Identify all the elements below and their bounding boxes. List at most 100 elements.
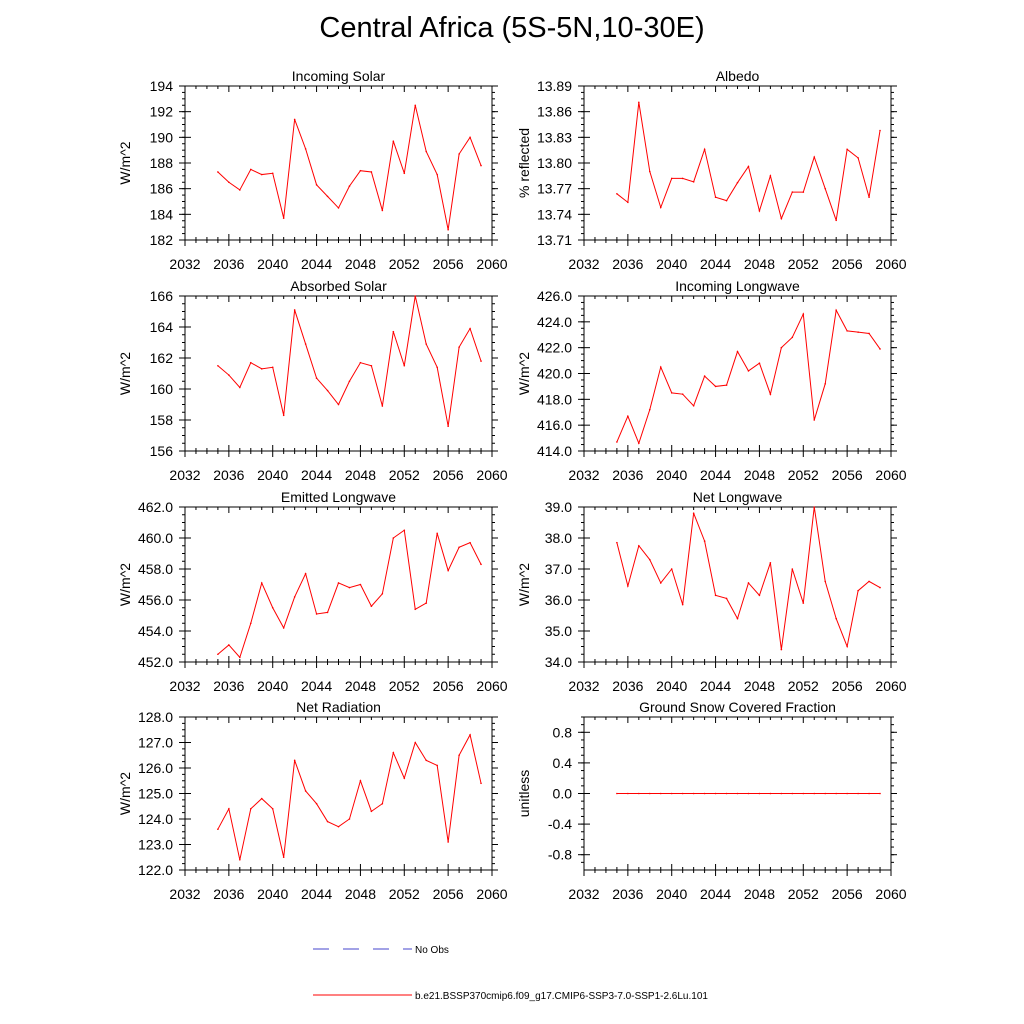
x-tick-label: 2052	[788, 886, 819, 902]
data-point	[681, 792, 684, 795]
data-point	[813, 419, 816, 421]
data-point	[326, 820, 329, 823]
data-point	[802, 191, 805, 193]
x-tick-label: 2052	[389, 678, 420, 694]
data-point	[425, 150, 428, 153]
y-tick-label: 416.0	[537, 417, 572, 433]
x-tick-label: 2056	[433, 256, 464, 272]
data-point	[469, 327, 471, 330]
data-point	[414, 608, 417, 611]
y-axis-label: W/m^2	[117, 352, 133, 395]
data-point	[392, 140, 395, 142]
data-point	[813, 156, 816, 158]
data-point	[780, 217, 783, 220]
data-point	[337, 582, 340, 584]
data-point	[217, 364, 219, 367]
data-point	[703, 792, 706, 795]
data-point	[824, 383, 827, 385]
x-tick-label: 2036	[213, 886, 244, 902]
data-point	[857, 792, 859, 795]
data-point	[315, 613, 318, 615]
data-point	[638, 792, 640, 795]
data-point	[857, 331, 859, 333]
data-point	[282, 627, 285, 629]
x-tick-label: 2032	[568, 256, 599, 272]
data-point	[616, 792, 618, 795]
series-line	[217, 105, 482, 230]
data-point	[359, 361, 362, 364]
data-point	[337, 207, 340, 209]
data-point	[736, 181, 739, 184]
data-point	[436, 366, 438, 369]
data-point	[228, 374, 230, 376]
data-point	[458, 153, 460, 155]
data-point	[802, 792, 805, 795]
x-tick-label: 2056	[832, 678, 863, 694]
data-point	[315, 184, 318, 186]
x-tick-label: 2032	[568, 678, 599, 694]
y-tick-label: 188	[150, 155, 174, 171]
data-point	[703, 148, 706, 151]
y-tick-label: 37.0	[545, 561, 572, 577]
x-tick-label: 2036	[612, 256, 643, 272]
data-point	[747, 582, 750, 584]
data-point	[616, 193, 618, 195]
x-tick-label: 2052	[788, 467, 819, 483]
data-point	[326, 195, 329, 198]
panel-title: Emitted Longwave	[281, 489, 396, 505]
data-point	[282, 217, 285, 219]
data-point	[670, 177, 673, 180]
x-tick-label: 2036	[213, 678, 244, 694]
data-point	[736, 350, 739, 353]
data-point	[725, 792, 728, 795]
data-point	[293, 596, 296, 598]
y-tick-label: 38.0	[545, 530, 572, 546]
data-point	[627, 585, 629, 587]
y-tick-label: 124.0	[138, 811, 173, 827]
y-tick-label: 194	[150, 78, 174, 94]
data-point	[304, 790, 307, 792]
data-point	[414, 295, 417, 297]
data-point	[780, 792, 783, 795]
data-point	[249, 808, 252, 810]
x-tick-label: 2032	[169, 256, 200, 272]
x-tick-label: 2060	[875, 886, 906, 902]
x-tick-label: 2048	[744, 256, 775, 272]
x-tick-label: 2032	[169, 886, 200, 902]
data-point	[260, 173, 263, 176]
y-tick-label: 420.0	[537, 366, 572, 382]
data-point	[271, 808, 274, 810]
data-point	[403, 529, 406, 532]
y-axis-label: W/m^2	[516, 352, 532, 395]
data-point	[780, 648, 783, 651]
data-point	[447, 228, 449, 231]
data-point	[348, 586, 351, 589]
data-point	[648, 170, 651, 173]
data-point	[824, 580, 827, 583]
data-point	[714, 792, 717, 795]
x-tick-label: 2048	[744, 678, 775, 694]
y-axis-label: W/m^2	[117, 141, 133, 184]
data-point	[846, 148, 848, 151]
series-line	[616, 102, 881, 221]
data-point	[868, 332, 870, 335]
y-tick-label: 0.4	[553, 755, 573, 771]
data-point	[425, 759, 428, 762]
data-point	[469, 136, 471, 139]
y-tick-label: 13.83	[537, 129, 572, 145]
data-point	[425, 343, 428, 345]
data-point	[780, 346, 783, 349]
data-point	[348, 185, 351, 187]
data-point	[217, 828, 219, 830]
y-tick-label: 158	[150, 412, 174, 428]
x-tick-label: 2044	[301, 467, 332, 483]
x-tick-label: 2036	[612, 886, 643, 902]
series-line	[616, 308, 881, 445]
y-tick-label: 122.0	[138, 862, 173, 878]
data-point	[659, 582, 662, 584]
data-point	[293, 759, 296, 762]
data-point	[769, 393, 772, 395]
data-point	[282, 856, 285, 859]
data-point	[659, 206, 662, 209]
data-point	[791, 568, 794, 570]
